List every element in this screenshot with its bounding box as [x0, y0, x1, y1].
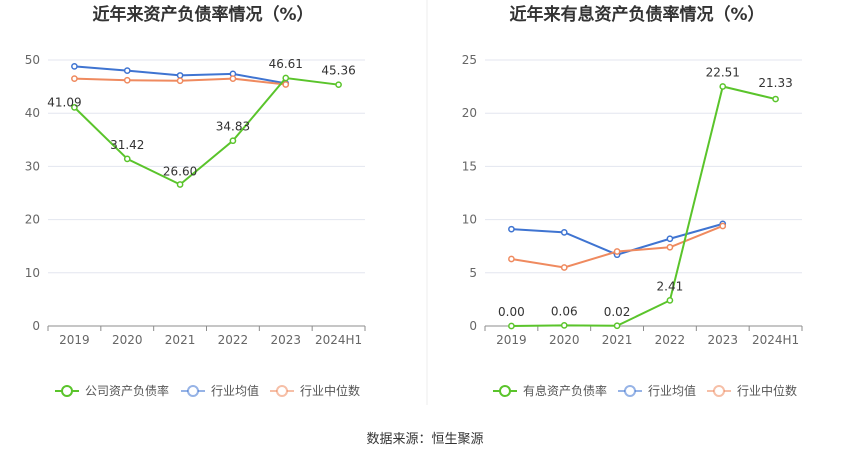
data-label: 46.61 [269, 57, 303, 71]
x-tick-label: 2024H1 [752, 333, 799, 347]
legend-marker [499, 385, 511, 397]
legend-label: 公司资产负债率 [85, 383, 169, 398]
legend-label: 行业中位数 [300, 383, 360, 398]
x-tick-label: 2020 [112, 333, 143, 347]
x-tick-label: 2022 [218, 333, 249, 347]
chart-title: 近年来有息资产负债率情况（%） [509, 4, 764, 25]
x-tick-label: 2023 [270, 333, 301, 347]
data-point [229, 75, 237, 82]
legend-item: 行业均值 [181, 383, 259, 398]
legend-marker [61, 385, 73, 397]
data-point [71, 63, 78, 70]
x-tick-label: 2023 [707, 333, 738, 347]
data-point [71, 104, 78, 111]
y-tick-label: 0 [469, 319, 477, 333]
data-label: 21.33 [758, 76, 792, 90]
chart-panel-2: 近年来有息资产负债率情况（%） 0 5 10 15 20 25 2019 2020 2021 202… [462, 4, 803, 398]
legend-label: 有息资产负债率 [523, 383, 607, 398]
data-label: 22.51 [706, 65, 740, 79]
data-label: 0.02 [604, 305, 631, 319]
data-label: 34.83 [216, 120, 250, 134]
x-tick-label: 2020 [549, 333, 580, 347]
data-point [123, 76, 131, 84]
data-label: 2.41 [657, 279, 684, 293]
y-tick-label: 15 [462, 159, 477, 173]
data-point [176, 77, 184, 85]
legend-marker [624, 385, 636, 397]
y-tick-label: 30 [25, 159, 40, 173]
legend-item: 行业中位数 [270, 383, 360, 398]
data-point [176, 181, 184, 188]
chart-title: 近年来资产负债率情况（%） [92, 4, 313, 25]
data-point [335, 81, 342, 89]
y-tick-label: 20 [25, 213, 40, 227]
source-note: 数据来源：恒生聚源 [366, 432, 484, 447]
legend-item: 行业中位数 [707, 383, 797, 398]
y-tick-label: 50 [25, 53, 40, 67]
data-label: 41.09 [47, 95, 81, 109]
data-point [123, 67, 131, 74]
legend-label: 行业中位数 [737, 383, 797, 398]
y-tick-label: 40 [25, 106, 40, 120]
data-point [282, 81, 290, 88]
legend-label: 行业均值 [211, 383, 259, 398]
data-point [666, 297, 674, 304]
data-point [719, 83, 727, 90]
data-label: 0.06 [551, 304, 578, 318]
chart-panel-1: 近年来资产负债率情况（%） 0 10 20 30 40 50 2019 2020 2021 2022… [25, 4, 366, 398]
data-point [176, 72, 184, 79]
series-line [73, 76, 339, 186]
x-tick-label: 2019 [496, 333, 527, 347]
series-line [511, 85, 776, 327]
data-label: 45.36 [321, 64, 355, 78]
data-point [508, 225, 515, 233]
data-point [666, 235, 674, 243]
y-tick-label: 10 [462, 213, 477, 227]
data-label: 0.00 [498, 305, 525, 319]
legend-item: 行业均值 [618, 383, 696, 398]
data-point [772, 95, 779, 103]
x-tick-label: 2021 [602, 333, 633, 347]
legend-item: 公司资产负债率 [55, 383, 169, 398]
legend-marker [276, 385, 288, 397]
x-tick-label: 2024H1 [315, 333, 362, 347]
data-point [719, 222, 727, 230]
data-point [123, 155, 131, 163]
data-point [666, 243, 674, 251]
legend-marker [187, 385, 199, 397]
data-point [508, 322, 515, 330]
data-label: 31.42 [110, 138, 144, 152]
x-tick-label: 2019 [59, 333, 90, 347]
data-point [508, 255, 515, 263]
data-point [560, 229, 568, 236]
data-point [282, 74, 290, 82]
legend-item: 有息资产负债率 [493, 383, 607, 398]
y-tick-label: 20 [462, 106, 477, 120]
y-tick-label: 0 [32, 319, 40, 333]
data-label: 26.60 [163, 164, 197, 178]
data-point [560, 264, 568, 271]
x-tick-label: 2022 [655, 333, 686, 347]
data-point [613, 248, 621, 255]
legend-label: 行业均值 [648, 383, 696, 398]
legend-marker [713, 385, 725, 397]
y-tick-label: 25 [462, 53, 477, 67]
data-point [229, 137, 237, 145]
data-point [613, 322, 621, 330]
data-point [71, 75, 78, 82]
data-point [560, 322, 568, 329]
y-tick-label: 10 [25, 266, 40, 280]
x-tick-label: 2021 [165, 333, 196, 347]
y-tick-label: 5 [469, 266, 477, 280]
